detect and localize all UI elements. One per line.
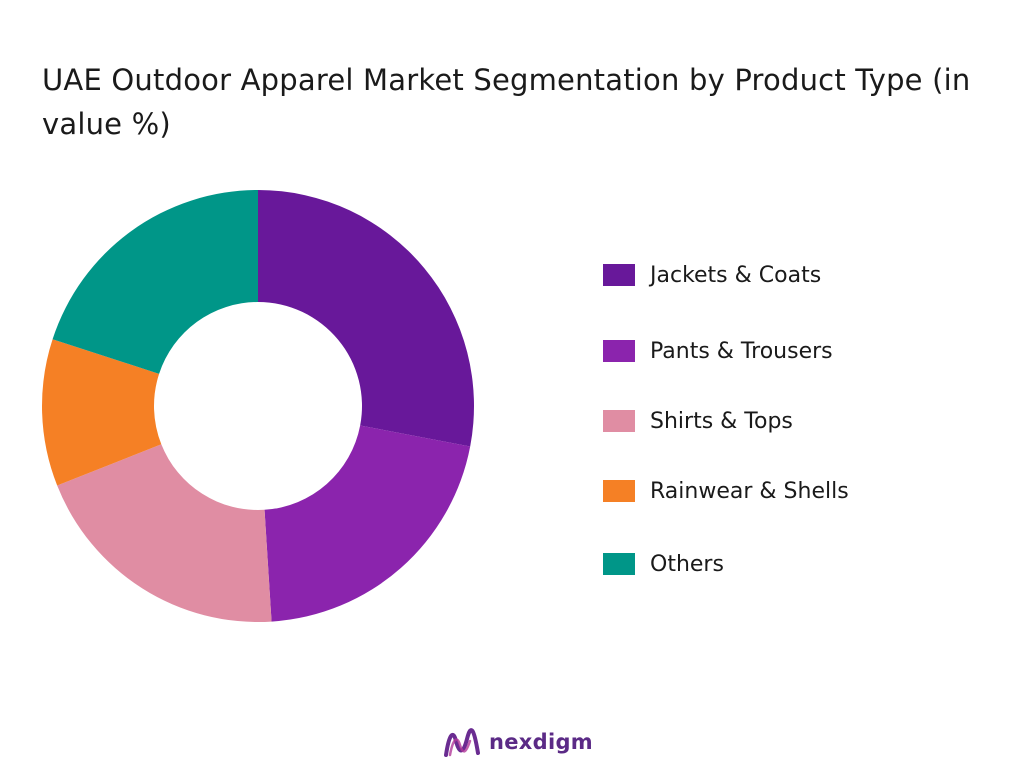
legend-item: Shirts & Tops	[603, 406, 963, 436]
legend-swatch	[603, 410, 635, 432]
donut-slice-rainwear-shells	[41, 339, 162, 486]
legend-label: Others	[650, 551, 724, 577]
donut-slice-shirts-tops	[57, 444, 272, 622]
legend-swatch	[603, 264, 635, 286]
legend-item: Others	[603, 549, 963, 579]
legend-label: Pants & Trousers	[650, 338, 833, 364]
brand-name: nexdigm	[489, 730, 593, 754]
legend-item: Pants & Trousers	[603, 336, 963, 366]
legend-label: Shirts & Tops	[650, 408, 793, 434]
legend-swatch	[603, 480, 635, 502]
legend-item: Jackets & Coats	[603, 260, 963, 290]
legend-label: Rainwear & Shells	[650, 478, 849, 504]
donut-slice-pants-trousers	[264, 425, 471, 622]
donut-chart	[41, 190, 475, 622]
legend-label: Jackets & Coats	[650, 262, 822, 288]
donut-slice-others	[52, 190, 258, 374]
nexdigm-logo-icon	[444, 728, 480, 757]
chart-title: UAE Outdoor Apparel Market Segmentation …	[42, 63, 971, 141]
donut-slice-jackets-coats	[258, 190, 475, 447]
brand-logo: nexdigm	[443, 722, 593, 762]
legend-swatch	[603, 553, 635, 575]
legend-item: Rainwear & Shells	[603, 476, 963, 506]
legend-swatch	[603, 340, 635, 362]
